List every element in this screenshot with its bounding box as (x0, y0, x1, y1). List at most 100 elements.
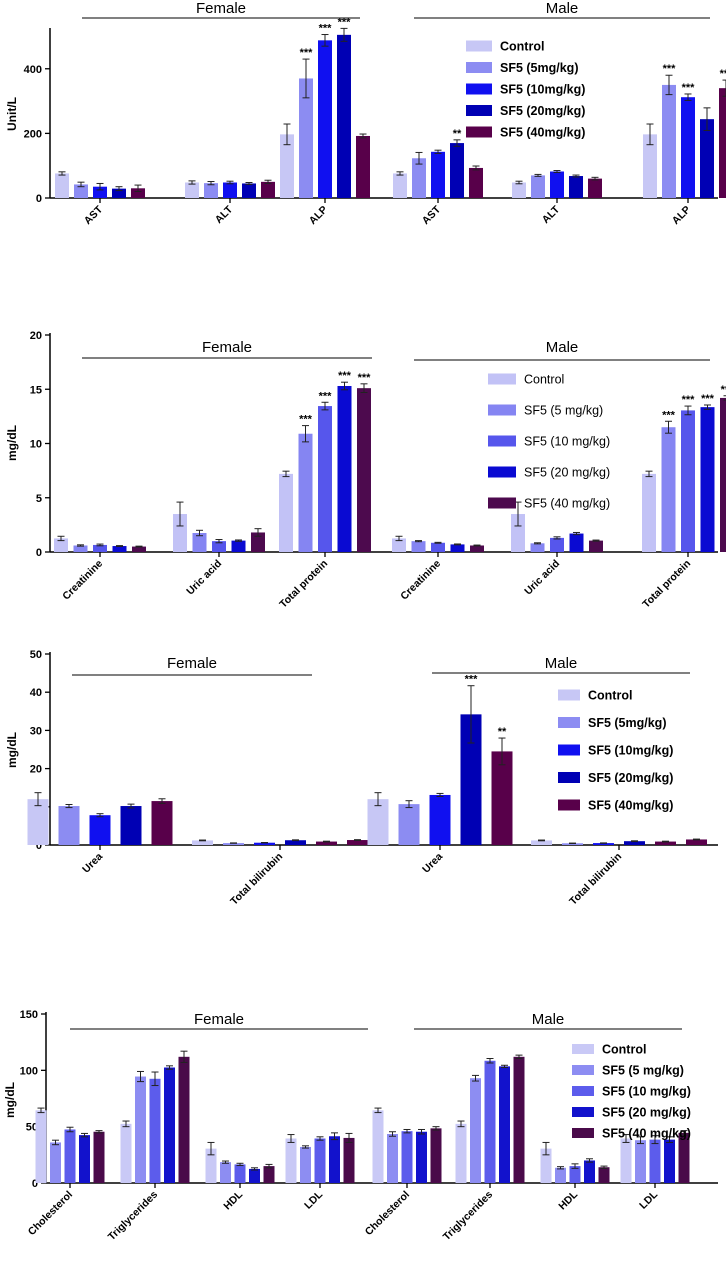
bar (720, 397, 726, 552)
category-label: Triglycerides (106, 1189, 160, 1243)
group-label: Female (202, 339, 252, 356)
legend-label: Control (588, 689, 632, 703)
legend-swatch (488, 404, 516, 416)
bar (357, 388, 371, 552)
category-label: ALP (307, 204, 330, 227)
legend-swatch (466, 62, 492, 73)
bar (635, 1140, 646, 1183)
legend-swatch (466, 105, 492, 116)
bar (131, 188, 145, 198)
bar (263, 1166, 275, 1183)
bar (569, 533, 584, 552)
y-tick-label: 50 (26, 1122, 38, 1134)
significance-marker: *** (682, 394, 696, 406)
y-tick-label: 15 (30, 384, 42, 396)
bar (279, 473, 293, 552)
legend-swatch (572, 1107, 594, 1117)
legend-label: SF5 (40mg/kg) (588, 799, 673, 813)
bar (411, 541, 426, 552)
bar (398, 804, 420, 845)
bar (593, 843, 614, 845)
bar (112, 188, 126, 198)
legend-swatch (572, 1128, 594, 1138)
significance-marker: *** (300, 47, 314, 59)
legend-swatch (572, 1044, 594, 1054)
group-label: Male (546, 0, 579, 17)
bar (298, 433, 313, 552)
bar (318, 406, 332, 552)
significance-marker: *** (663, 63, 677, 75)
legend-label: SF5 (10mg/kg) (500, 83, 585, 97)
significance-marker: *** (465, 674, 479, 686)
y-axis-title: mg/dL (5, 425, 19, 461)
y-tick-label: 400 (24, 64, 42, 76)
category-label: HDL (221, 1188, 245, 1212)
bar (223, 843, 244, 845)
bar (192, 840, 213, 845)
chart-panel-liver-enzymes: 0 200 400 Unit/L Female Male AST ALT *** *** *** AL… (5, 0, 726, 227)
bar (469, 167, 483, 198)
bar (347, 840, 368, 845)
bar (64, 1129, 76, 1183)
bar (584, 1160, 595, 1183)
category-label: Total protein (277, 558, 330, 611)
bar (642, 473, 656, 552)
chart-panel-lipids: 0 50 100 150 mg/dL Female Male Cholesterol Trigl… (3, 1009, 718, 1243)
y-axis-title: mg/dL (3, 1082, 17, 1118)
bar (234, 1164, 246, 1183)
group-label: Female (196, 0, 246, 17)
bar (499, 1066, 510, 1183)
legend-label: Control (524, 373, 564, 387)
significance-marker: *** (338, 16, 352, 28)
category-label: Creatinine (60, 558, 105, 603)
bar (387, 1133, 398, 1183)
bar (89, 815, 111, 845)
bar (192, 533, 207, 552)
bar (416, 1131, 427, 1183)
bar (372, 1110, 384, 1183)
y-tick-label: 20 (30, 764, 42, 776)
significance-marker: *** (682, 82, 696, 94)
y-tick-label: 5 (36, 493, 42, 505)
bar (112, 546, 127, 552)
y-tick-label: 40 (30, 687, 42, 699)
significance-marker: *** (299, 414, 313, 426)
bar (337, 385, 352, 552)
y-tick-label: 100 (20, 1065, 38, 1077)
bar (719, 88, 726, 198)
legend-swatch (488, 497, 516, 509)
significance-marker: *** (358, 372, 372, 384)
y-tick-label: 10 (30, 439, 42, 451)
bar (135, 1076, 146, 1183)
legend: Control SF5 (5mg/kg) SF5 (10mg/kg) SF5 (20m… (558, 689, 673, 813)
legend-swatch (466, 40, 492, 52)
y-tick-label: 50 (30, 649, 42, 661)
bar (316, 841, 337, 845)
y-tick-label: 20 (30, 330, 42, 342)
legend-swatch (558, 717, 580, 728)
bar (661, 427, 676, 552)
bar (588, 178, 602, 198)
bar (470, 1078, 481, 1183)
legend: Control SF5 (5 mg/kg) SF5 (10 mg/kg) SF5 (2… (572, 1043, 691, 1141)
legend-swatch (466, 83, 492, 95)
bar (73, 545, 88, 552)
chart-panel-kidney-protein: 0 5 10 15 20 mg/dL Female Male Creatinine Uric ac… (5, 330, 726, 611)
legend: Control SF5 (5mg/kg) SF5 (10mg/kg) SF5 (20m… (466, 40, 585, 140)
y-axis-title: Unit/L (5, 97, 19, 131)
bar (249, 1168, 260, 1183)
bar (530, 543, 545, 552)
y-tick-label: 0 (36, 193, 42, 205)
bar (681, 410, 695, 552)
legend-label: SF5 (5mg/kg) (588, 716, 667, 730)
bar (450, 143, 464, 198)
y-tick-label: 0 (36, 840, 42, 852)
bar (149, 1078, 161, 1183)
bar (132, 546, 146, 552)
bar (212, 541, 226, 552)
bar (392, 538, 406, 552)
group-label: Male (546, 339, 579, 356)
category-label: LDL (637, 1188, 660, 1211)
bar (261, 181, 275, 198)
